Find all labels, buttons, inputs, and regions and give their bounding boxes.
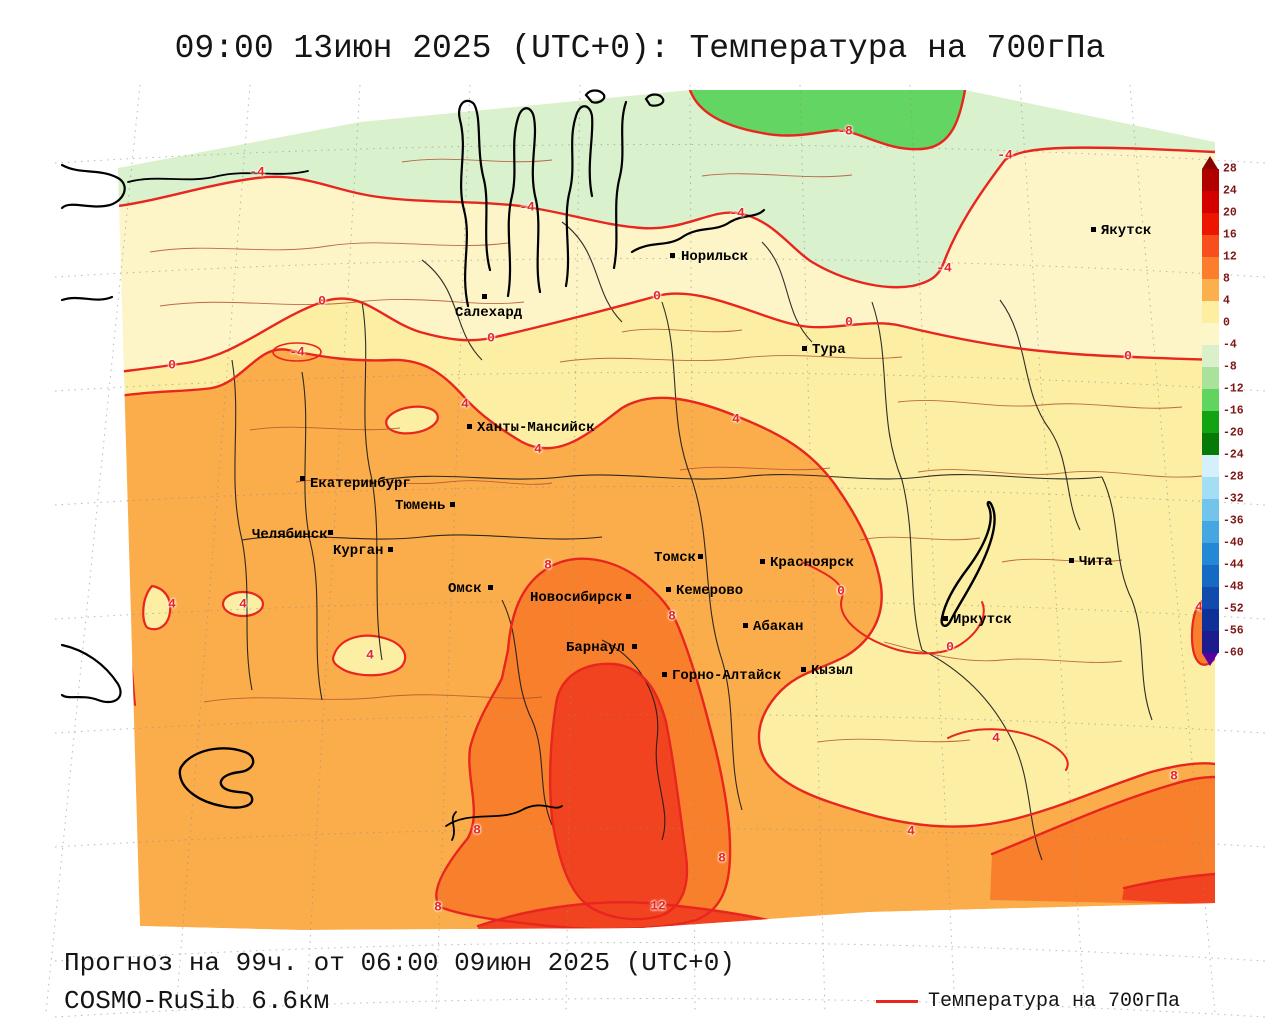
colorbar-tick-label: -44 [1223, 558, 1244, 572]
colorbar-tick-label: -40 [1223, 536, 1244, 550]
coast-gydan [612, 100, 628, 270]
colorbar-tick-label: 8 [1223, 272, 1230, 286]
colorbar-segment [1202, 257, 1219, 279]
colorbar-segment [1202, 499, 1219, 521]
colorbar-segment [1202, 367, 1219, 389]
colorbar-segment [1202, 433, 1219, 455]
colorbar-tick-label: 24 [1223, 184, 1237, 198]
river-south-a [445, 804, 563, 827]
colorbar-segment [1202, 323, 1219, 345]
colorbar-tick-label: 20 [1223, 206, 1237, 220]
colorbar-tick-label: 28 [1223, 162, 1237, 176]
colorbar-tick-label: -4 [1223, 338, 1237, 352]
colorbar [1202, 156, 1219, 666]
contour-8-central [435, 557, 732, 930]
colorbar-tick-label: -16 [1223, 404, 1244, 418]
field-band-12-16-central [550, 663, 687, 920]
colorbar-segment [1202, 213, 1219, 235]
contour-m4 [118, 146, 1215, 289]
colorbar-tick-label: -20 [1223, 426, 1244, 440]
contour-4-pocket [947, 728, 1069, 771]
graticule [45, 84, 1266, 1018]
colorbar-tick-label: -36 [1223, 514, 1244, 528]
contour-edge-a [120, 351, 125, 421]
coastlines [60, 89, 996, 841]
contour-m4-pocket [272, 342, 322, 362]
legend-label: Температура на 700гПа [928, 990, 1181, 1013]
field-band-m12-m8 [690, 90, 965, 150]
colorbar-segment [1202, 543, 1219, 565]
colorbar-tick-label: -32 [1223, 492, 1244, 506]
contour-0 [118, 292, 1215, 374]
contour-12-bottom [476, 901, 794, 928]
colorbar-tick-label: -24 [1223, 448, 1244, 462]
coast-ob-bay [506, 107, 542, 298]
colorbar-tick-label: -8 [1223, 360, 1237, 374]
colorbar-segment [1202, 521, 1219, 543]
colorbar-tick-label: 0 [1223, 316, 1230, 330]
lake-southwest [178, 747, 255, 809]
coast-north [630, 208, 766, 254]
contour-12-central [548, 662, 689, 921]
map-title: 09:00 13июн 2025 (UTC+0): Температура на… [174, 30, 1106, 67]
model-info: COSMO-RuSib 6.6км [64, 986, 330, 1016]
colorbar-segment [1202, 169, 1219, 191]
colorbar-tick-label: -28 [1223, 470, 1244, 484]
colorbar-segment [1202, 345, 1219, 367]
colorbar-bottom-arrow [1202, 653, 1218, 666]
colorbar-segment [1202, 609, 1219, 631]
colorbar-tick-label: 4 [1223, 294, 1230, 308]
colorbar-tick-label: 16 [1223, 228, 1237, 242]
coast-west-c [60, 643, 122, 704]
legend-line-sample [876, 1000, 918, 1003]
coast-topleft [127, 170, 309, 183]
colorbar-segment [1202, 631, 1219, 653]
coast-island-b [644, 93, 665, 107]
colorbar-tick-label: -12 [1223, 382, 1244, 396]
temperature-field [118, 90, 1215, 930]
field-island-0-4-a [331, 634, 407, 677]
colorbar-top-arrow [1202, 156, 1218, 169]
lake-baikal [940, 500, 996, 627]
colorbar-segment [1202, 279, 1219, 301]
legend: Температура на 700гПа [876, 990, 1180, 1013]
admin-boundaries [231, 221, 1153, 861]
field-island-0-4-b [221, 590, 265, 618]
colorbar-segment [1202, 587, 1219, 609]
colorbar-segment [1202, 455, 1219, 477]
coast-taz [564, 105, 594, 288]
coast-west-a [60, 163, 126, 210]
colorbar-tick-label: 12 [1223, 250, 1237, 264]
colorbar-segment [1202, 411, 1219, 433]
field-island-0-4-d [385, 405, 439, 435]
field-band-12-16-corner [1122, 874, 1215, 905]
colorbar-tick-label: -56 [1223, 624, 1244, 638]
coast-west-b [60, 295, 114, 302]
coast-yamal [458, 99, 492, 308]
field-island-0-4-c [142, 584, 172, 631]
contour-4 [118, 348, 1215, 828]
colorbar-segment [1202, 301, 1219, 323]
contour-0-pocket [801, 561, 985, 655]
minor-contours [149, 158, 1203, 743]
colorbar-tick-label: -60 [1223, 646, 1244, 660]
colorbar-segment [1202, 235, 1219, 257]
colorbar-segment [1202, 477, 1219, 499]
colorbar-segment [1202, 389, 1219, 411]
field-band-8-12-southeast [990, 777, 1215, 905]
coast-island-a [584, 89, 606, 104]
colorbar-labels: 28 24 20 16 12 8 4 0 -4 -8 -12 -16 -20 -24 -28 -32 -36 -4… [1223, 156, 1275, 676]
colorbar-tick-label: -48 [1223, 580, 1244, 594]
contour-12-corner [1122, 872, 1215, 890]
contour-8-southeast [990, 775, 1215, 856]
river-south-b [451, 811, 457, 841]
forecast-info: Прогноз на 99ч. от 06:00 09июн 2025 (UTC… [64, 948, 735, 978]
colorbar-segment [1202, 191, 1219, 213]
colorbar-tick-label: -52 [1223, 602, 1244, 616]
colorbar-segment [1202, 565, 1219, 587]
contour-m8 [688, 90, 967, 151]
